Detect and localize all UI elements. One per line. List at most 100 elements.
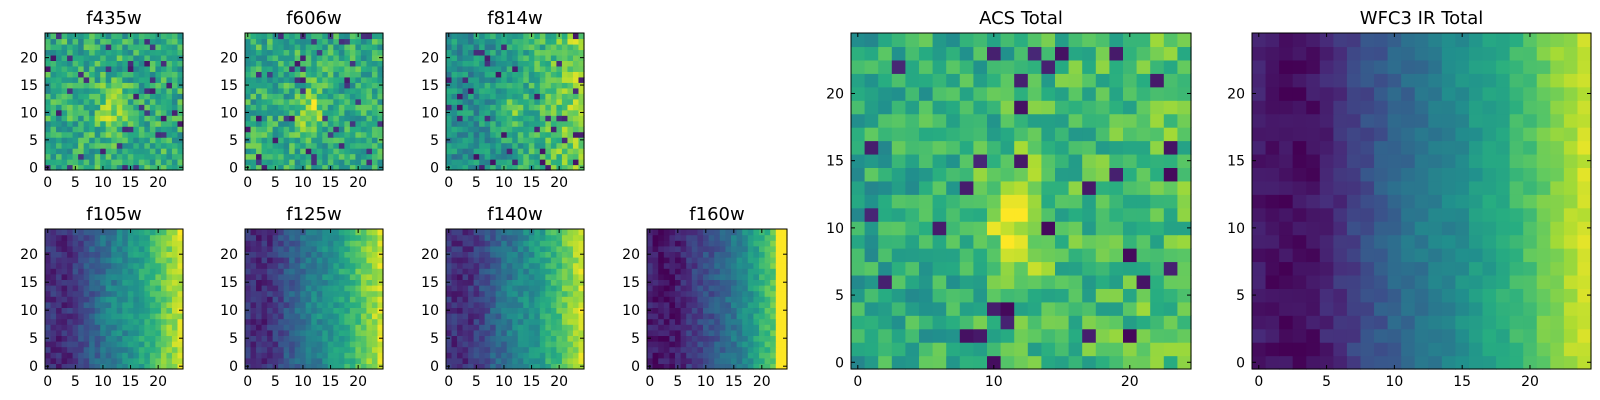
heatmap-cell bbox=[272, 104, 279, 111]
heatmap-cell bbox=[50, 341, 57, 348]
heatmap-cell bbox=[83, 318, 90, 325]
heatmap-cell bbox=[747, 262, 754, 269]
heatmap-cell bbox=[50, 273, 57, 280]
heatmap-cell bbox=[267, 268, 274, 275]
heatmap-cell bbox=[567, 93, 574, 100]
heatmap-cell bbox=[891, 153, 906, 168]
heatmap-cell bbox=[891, 355, 906, 370]
heatmap-cell bbox=[160, 49, 168, 56]
heatmap-cell bbox=[1109, 288, 1124, 303]
heatmap-cell bbox=[550, 307, 557, 314]
heatmap-cell bbox=[567, 341, 574, 348]
heatmap-cell bbox=[300, 54, 307, 61]
heatmap-cell bbox=[506, 60, 513, 67]
heatmap-cell bbox=[572, 352, 580, 359]
heatmap-cell bbox=[267, 115, 274, 122]
heatmap-cell bbox=[891, 274, 906, 289]
heatmap-cell bbox=[355, 268, 362, 275]
heatmap-cell bbox=[501, 87, 508, 94]
heatmap-cell bbox=[89, 65, 96, 72]
heatmap-cell bbox=[725, 245, 732, 252]
heatmap-cell bbox=[764, 301, 771, 308]
heatmap-cell bbox=[484, 148, 491, 155]
heatmap-cell bbox=[100, 38, 107, 45]
heatmap-cell bbox=[83, 251, 90, 258]
heatmap-cell bbox=[166, 313, 173, 320]
heatmap-cell bbox=[338, 290, 345, 297]
heatmap-cell bbox=[272, 257, 279, 264]
heatmap-cell bbox=[45, 43, 52, 51]
heatmap-cell bbox=[446, 245, 453, 252]
heatmap-cell bbox=[878, 288, 893, 303]
heatmap-cell bbox=[311, 357, 318, 364]
heatmap-cell bbox=[61, 257, 68, 264]
heatmap-cell bbox=[697, 296, 704, 303]
heatmap-cell bbox=[289, 104, 296, 111]
heatmap-cell bbox=[166, 164, 173, 171]
heatmap-cell bbox=[272, 159, 279, 166]
heatmap-cell bbox=[338, 262, 345, 269]
heatmap-cell bbox=[149, 38, 156, 45]
heatmap-cell bbox=[680, 363, 687, 370]
heatmap-cell bbox=[490, 290, 497, 297]
heatmap-cell bbox=[556, 324, 563, 331]
heatmap-cell bbox=[133, 65, 140, 72]
heatmap-cell bbox=[484, 335, 491, 342]
heatmap-cell bbox=[703, 318, 710, 325]
heatmap-cell bbox=[56, 296, 63, 303]
heatmap-cell bbox=[742, 262, 749, 269]
heatmap-cell bbox=[56, 324, 63, 331]
heatmap-cell bbox=[311, 329, 318, 336]
heatmap-cell bbox=[245, 329, 252, 336]
heatmap-cell bbox=[457, 341, 464, 348]
heatmap-cell bbox=[144, 82, 151, 89]
heatmap-cell bbox=[446, 234, 453, 241]
heatmap-cell bbox=[708, 346, 715, 353]
heatmap-cell bbox=[523, 98, 530, 105]
heatmap-cell bbox=[72, 240, 79, 247]
heatmap-cell bbox=[278, 324, 285, 331]
heatmap-cell bbox=[78, 109, 85, 116]
heatmap-cell bbox=[278, 148, 285, 155]
heatmap-cell bbox=[322, 43, 329, 51]
heatmap-cell bbox=[539, 153, 546, 160]
heatmap-cell bbox=[171, 301, 179, 308]
heatmap-cell bbox=[517, 251, 524, 258]
heatmap-cell bbox=[133, 71, 140, 78]
heatmap-cell bbox=[1136, 328, 1151, 343]
heatmap-cell bbox=[1027, 221, 1042, 236]
heatmap-cell bbox=[67, 285, 74, 292]
heatmap-cell bbox=[556, 65, 563, 72]
heatmap-cell bbox=[355, 43, 362, 51]
heatmap-cell bbox=[512, 131, 519, 138]
heatmap-cell bbox=[338, 245, 345, 252]
heatmap-cell bbox=[105, 335, 112, 342]
heatmap-cell bbox=[987, 328, 1002, 343]
y-tick-label: 0 bbox=[29, 160, 38, 176]
heatmap-cell bbox=[149, 159, 156, 166]
heatmap-cell bbox=[105, 240, 112, 247]
heatmap-cell bbox=[127, 131, 134, 138]
heatmap-cell bbox=[770, 262, 777, 269]
heatmap-cell bbox=[294, 296, 301, 303]
heatmap-cell bbox=[338, 71, 345, 78]
heatmap-cell bbox=[149, 142, 156, 149]
heatmap-cell bbox=[468, 76, 475, 83]
heatmap-cell bbox=[267, 262, 274, 269]
heatmap-cell bbox=[138, 346, 145, 353]
heatmap-cell bbox=[278, 229, 285, 236]
heatmap-cell bbox=[567, 240, 574, 247]
heatmap-cell bbox=[446, 98, 453, 105]
heatmap-cell bbox=[56, 357, 63, 364]
heatmap-cell bbox=[1109, 221, 1124, 236]
heatmap-cell bbox=[1177, 194, 1192, 209]
heatmap-cell bbox=[355, 148, 362, 155]
heatmap-cell bbox=[528, 279, 535, 286]
heatmap-cell bbox=[1000, 167, 1015, 182]
heatmap-cell bbox=[245, 357, 252, 364]
heatmap-cell bbox=[50, 262, 57, 269]
heatmap-cell bbox=[506, 313, 513, 320]
heatmap-cell bbox=[451, 82, 458, 89]
heatmap-cell bbox=[138, 153, 145, 160]
